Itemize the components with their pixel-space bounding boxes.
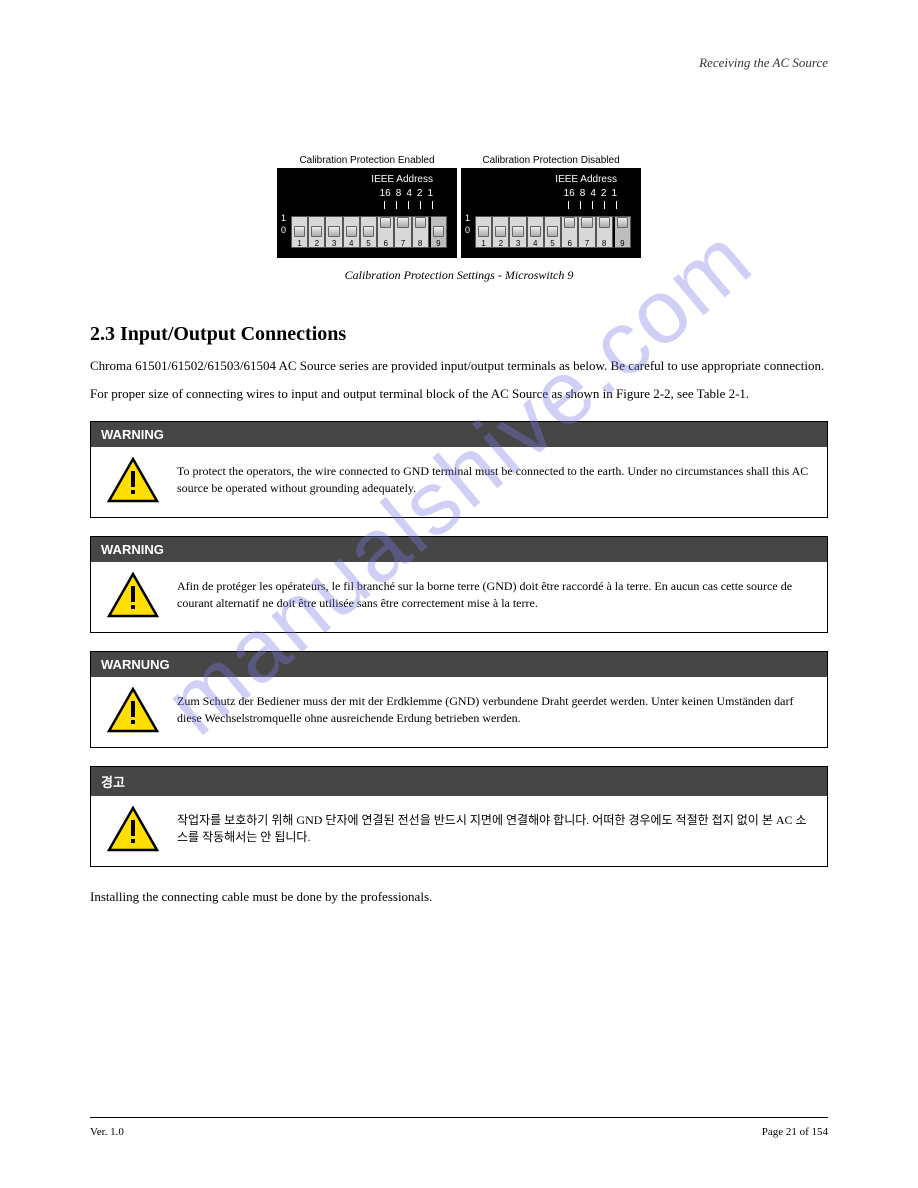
side-label-1: 1	[465, 212, 470, 224]
warning-text: 작업자를 보호하기 위해 GND 단자에 연결된 전선을 반드시 지면에 연결해…	[177, 812, 811, 846]
bit-value: 1	[427, 188, 433, 199]
switch-unit-left: Calibration Protection Enabled IEEE Addr…	[277, 155, 457, 258]
bit-value: 2	[417, 188, 423, 199]
page-footer: Ver. 1.0 Page 21 of 154	[90, 1117, 828, 1138]
dip-switch-box-right: IEEE Address 16 8 4 2 1 1 0 1	[461, 168, 641, 258]
figure-block: Calibration Protection Enabled IEEE Addr…	[90, 150, 828, 283]
body-paragraph-1: Chroma 61501/61502/61503/61504 AC Source…	[90, 356, 828, 376]
side-label-0: 0	[281, 224, 286, 236]
warning-triangle-icon	[107, 687, 159, 733]
warning-title: WARNING	[91, 537, 827, 562]
switch-unit-right: Calibration Protection Disabled IEEE Add…	[461, 155, 641, 258]
bit-value: 1	[611, 188, 617, 199]
bit-value: 2	[601, 188, 607, 199]
dip-switch-box-left: IEEE Address 16 8 4 2 1 1 0 1	[277, 168, 457, 258]
footer-right: Page 21 of 154	[762, 1126, 828, 1138]
footer-left: Ver. 1.0	[90, 1126, 124, 1138]
switch-caption-right: Calibration Protection Disabled	[461, 155, 641, 166]
warning-text: To protect the operators, the wire conne…	[177, 463, 811, 497]
warning-title: WARNING	[91, 422, 827, 447]
warning-box: WARNUNG Zum Schutz der Bediener muss der…	[90, 651, 828, 748]
side-label-0: 0	[465, 224, 470, 236]
figure-caption: Calibration Protection Settings - Micros…	[90, 268, 828, 283]
ieee-label: IEEE Address	[371, 174, 433, 185]
warning-title: 경고	[91, 767, 827, 796]
warning-text: Afin de protéger les opérateurs, le fil …	[177, 578, 811, 612]
warning-box: WARNING To protect the operators, the wi…	[90, 421, 828, 518]
bit-value-row: 16 8 4 2 1	[564, 188, 617, 199]
bit-value: 8	[580, 188, 586, 199]
warning-title: WARNUNG	[91, 652, 827, 677]
section-heading: 2.3 Input/Output Connections	[90, 323, 828, 346]
post-warning-text: Installing the connecting cable must be …	[90, 887, 828, 907]
bit-value: 4	[590, 188, 596, 199]
bit-value: 16	[380, 188, 391, 199]
bit-value: 8	[396, 188, 402, 199]
warning-box: WARNING Afin de protéger les opérateurs,…	[90, 536, 828, 633]
bit-value: 4	[406, 188, 412, 199]
warning-triangle-icon	[107, 457, 159, 503]
switch-caption-left: Calibration Protection Enabled	[277, 155, 457, 166]
warning-text: Zum Schutz der Bediener muss der mit der…	[177, 693, 811, 727]
warning-triangle-icon	[107, 572, 159, 618]
header-section-label: Receiving the AC Source	[699, 55, 828, 71]
bit-value: 16	[564, 188, 575, 199]
body-paragraph-2: For proper size of connecting wires to i…	[90, 384, 828, 404]
warning-box: 경고 작업자를 보호하기 위해 GND 단자에 연결된 전선을 반드시 지면에 …	[90, 766, 828, 867]
bit-value-row: 16 8 4 2 1	[380, 188, 433, 199]
warning-triangle-icon	[107, 806, 159, 852]
ieee-label: IEEE Address	[555, 174, 617, 185]
side-label-1: 1	[281, 212, 286, 224]
